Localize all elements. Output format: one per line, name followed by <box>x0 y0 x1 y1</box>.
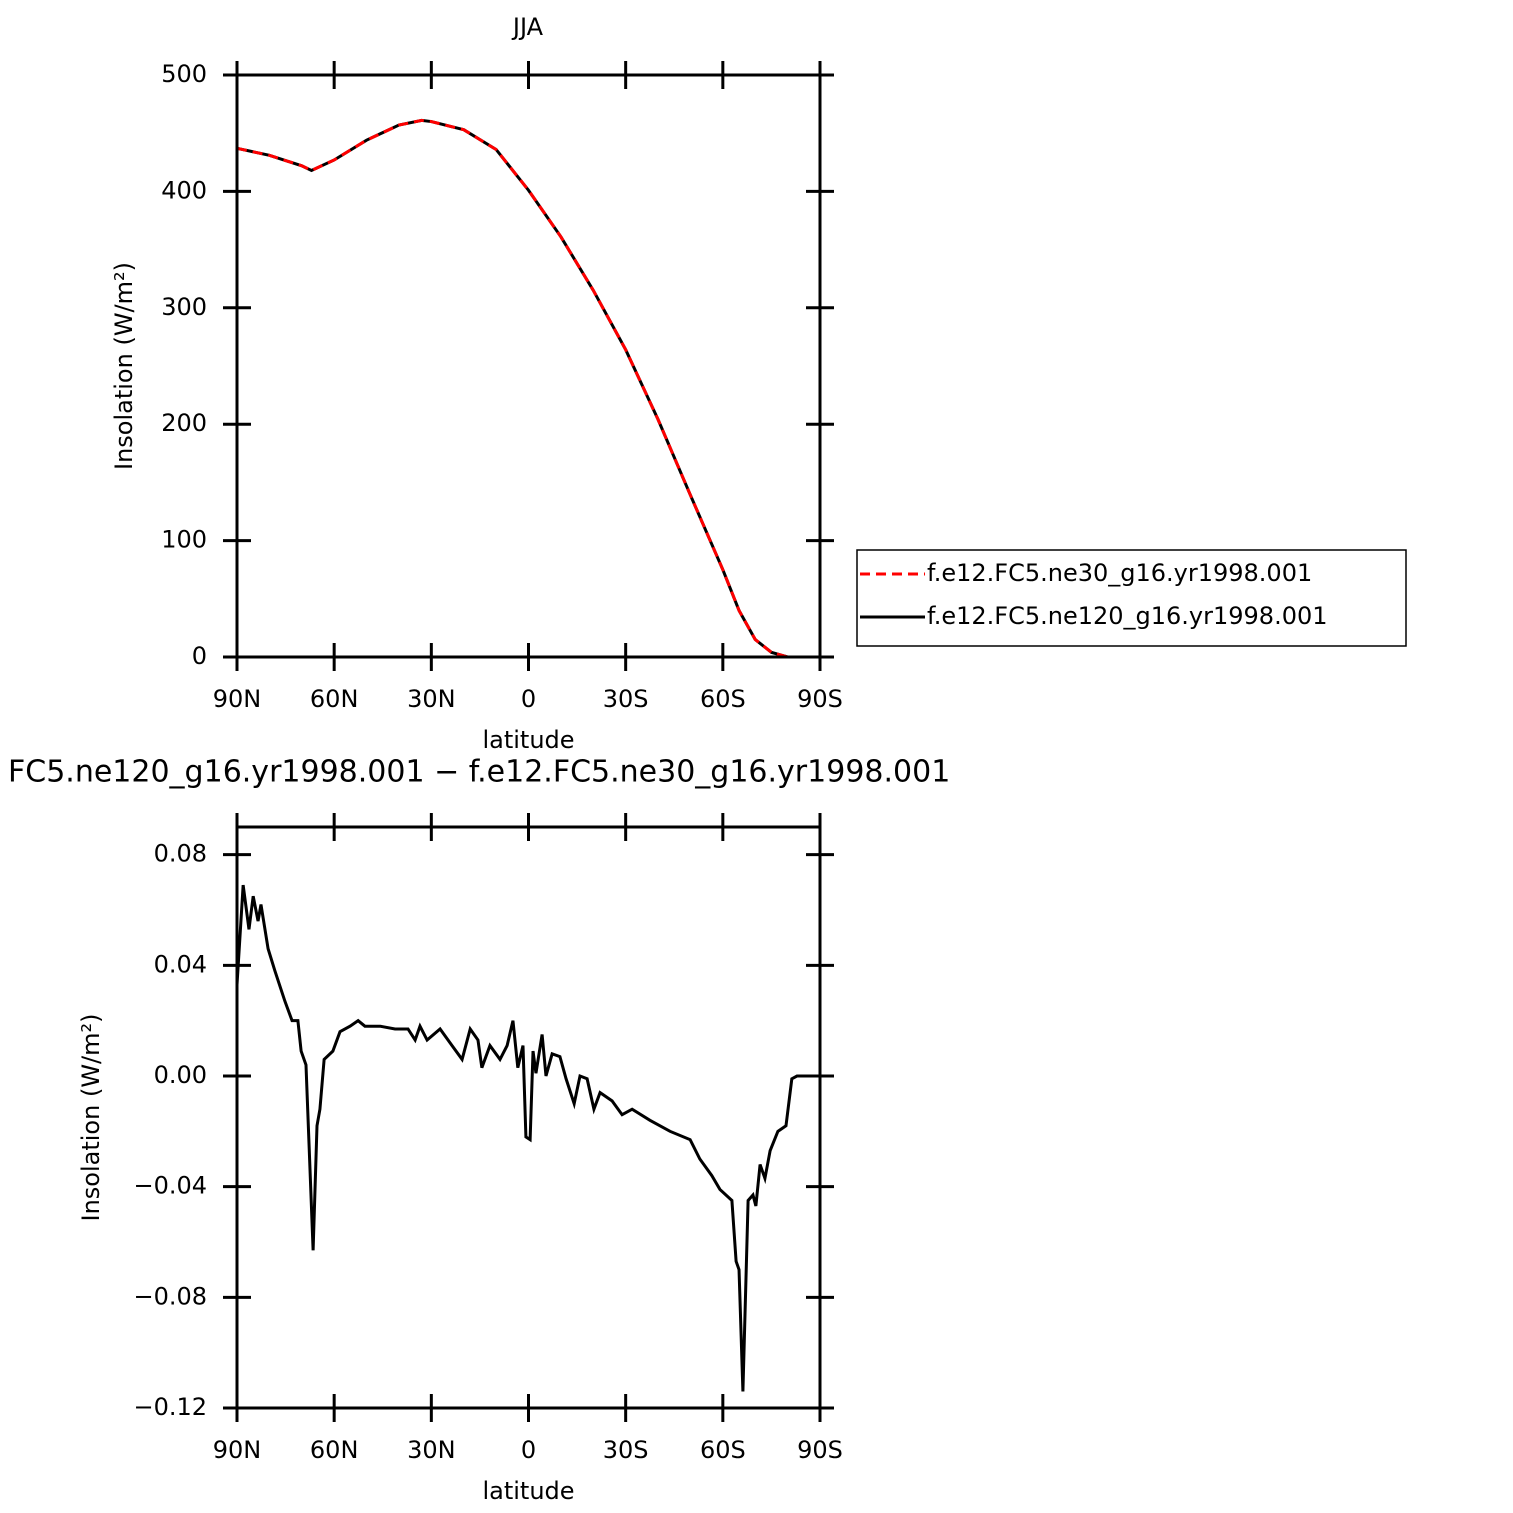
plot-frame <box>235 73 822 659</box>
x-tick-label: 30S <box>603 1436 649 1464</box>
data-line <box>235 884 820 1392</box>
y-tick-label: −0.12 <box>133 1393 207 1421</box>
x-tick-label: 60S <box>700 685 746 713</box>
x-tick-label: 0 <box>521 685 536 713</box>
y-tick-label: −0.04 <box>133 1172 207 1200</box>
y-axis-label: Insolation (W/m²) <box>77 1014 105 1222</box>
y-tick-label: 500 <box>161 60 207 88</box>
x-axis-label: latitude <box>482 1477 574 1505</box>
x-tick-label: 90N <box>213 685 262 713</box>
y-tick-label: 400 <box>161 176 207 204</box>
legend-box <box>856 549 1407 647</box>
y-tick-label: 100 <box>161 526 207 554</box>
x-tick-label: 90S <box>797 1436 843 1464</box>
y-tick-label: 300 <box>161 293 207 321</box>
x-tick-label: 30N <box>407 1436 456 1464</box>
x-axis-label: latitude <box>482 726 574 754</box>
x-tick-label: 30N <box>407 685 456 713</box>
x-tick-label: 0 <box>521 1436 536 1464</box>
y-tick-label: 0.04 <box>154 950 207 978</box>
x-tick-label: 90S <box>797 685 843 713</box>
y-tick-label: 0 <box>192 642 207 670</box>
y-tick-label: −0.08 <box>133 1282 207 1310</box>
plot-frame <box>235 825 822 1410</box>
y-tick-label: 0.08 <box>154 840 207 868</box>
y-tick-label: 0.00 <box>154 1061 207 1089</box>
chart-title: JJA <box>511 13 544 41</box>
x-tick-label: 60S <box>700 1436 746 1464</box>
x-tick-label: 30S <box>603 685 649 713</box>
y-axis-label: Insolation (W/m²) <box>110 262 138 470</box>
x-tick-label: 60N <box>310 685 359 713</box>
y-tick-label: 200 <box>161 409 207 437</box>
legend-label: f.e12.FC5.ne30_g16.yr1998.001 <box>927 559 1312 587</box>
data-line <box>236 118 820 659</box>
x-tick-label: 60N <box>310 1436 359 1464</box>
chart-title: FC5.ne120_g16.yr1998.001 − f.e12.FC5.ne3… <box>8 755 950 790</box>
legend-label: f.e12.FC5.ne120_g16.yr1998.001 <box>927 602 1328 630</box>
x-tick-label: 90N <box>213 1436 262 1464</box>
